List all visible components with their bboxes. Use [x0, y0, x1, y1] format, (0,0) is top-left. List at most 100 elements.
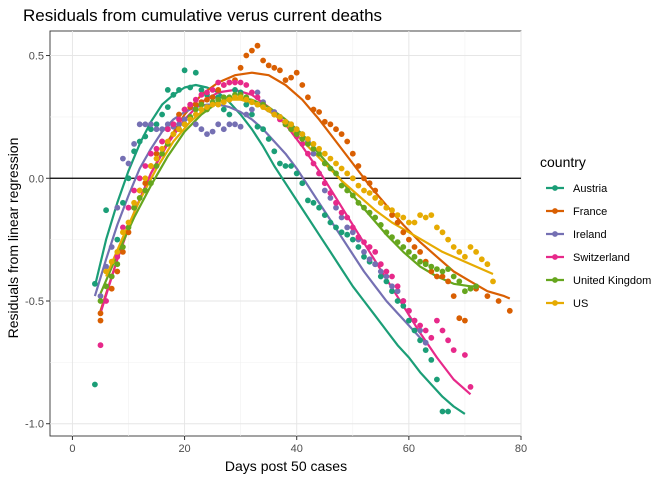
data-point	[316, 170, 322, 177]
data-point	[136, 187, 143, 194]
data-point	[389, 212, 395, 219]
data-point	[344, 224, 351, 231]
data-point	[131, 204, 138, 211]
data-point	[114, 236, 121, 243]
data-point	[153, 155, 160, 162]
data-point	[372, 249, 379, 255]
data-point	[355, 234, 362, 241]
data-point	[333, 170, 339, 177]
data-point	[249, 111, 255, 118]
data-point	[176, 87, 182, 93]
data-point	[478, 256, 485, 263]
data-point	[467, 384, 474, 390]
data-point	[377, 222, 384, 228]
data-point	[271, 148, 278, 155]
data-point	[400, 229, 407, 236]
data-point	[136, 121, 143, 128]
legend-key-point	[552, 231, 558, 237]
data-point	[411, 244, 418, 250]
data-point	[349, 192, 356, 199]
data-point	[220, 126, 227, 133]
data-point	[120, 244, 126, 250]
data-point	[417, 212, 423, 219]
data-point	[293, 126, 300, 133]
data-point	[333, 126, 339, 133]
y-tick-label: -0.5	[25, 296, 44, 308]
data-point	[136, 195, 143, 201]
data-point	[159, 150, 166, 157]
data-point	[181, 67, 188, 74]
data-point	[310, 160, 317, 167]
data-point	[192, 96, 199, 103]
data-point	[114, 261, 121, 268]
data-point	[327, 219, 334, 226]
data-point	[103, 283, 109, 290]
data-point	[383, 204, 390, 211]
data-point	[293, 131, 300, 138]
data-point	[136, 138, 143, 145]
data-point	[192, 111, 199, 118]
data-point	[383, 273, 390, 280]
legend-label: Switzerland	[573, 252, 630, 264]
data-point	[327, 190, 334, 196]
data-point	[249, 99, 255, 106]
data-point	[305, 94, 311, 101]
data-point	[389, 288, 395, 295]
data-point	[321, 212, 328, 219]
data-point	[232, 87, 238, 93]
data-point	[243, 101, 250, 108]
data-point	[310, 199, 317, 206]
y-tick-label: -1.0	[25, 419, 44, 431]
data-point	[377, 273, 384, 280]
data-point	[103, 207, 109, 214]
data-point	[237, 123, 244, 130]
data-point	[372, 195, 379, 201]
data-point	[316, 109, 322, 115]
data-point	[153, 121, 160, 128]
data-point	[310, 141, 317, 147]
legend-item: United Kingdom	[546, 275, 651, 287]
legend-item: Austria	[546, 183, 608, 195]
data-point	[377, 261, 384, 268]
data-point	[277, 160, 283, 167]
smooth-line-austria	[93, 83, 466, 415]
data-point	[243, 111, 250, 118]
data-point	[372, 261, 379, 268]
data-point	[114, 253, 121, 260]
data-point	[484, 261, 491, 268]
legend-label: Ireland	[573, 229, 607, 241]
data-point	[417, 337, 423, 344]
data-point	[114, 204, 121, 211]
grid-lines	[50, 31, 522, 436]
data-point	[422, 327, 429, 334]
data-point	[316, 150, 322, 157]
data-point	[103, 298, 109, 304]
data-point	[411, 327, 418, 334]
data-point	[383, 229, 390, 236]
data-point	[125, 219, 132, 226]
data-point	[148, 180, 154, 187]
data-point	[450, 244, 457, 250]
data-point	[377, 268, 384, 275]
data-point	[366, 180, 373, 187]
data-point	[159, 145, 166, 152]
data-point	[439, 327, 446, 334]
data-point	[120, 155, 126, 162]
data-point	[120, 229, 126, 236]
data-point	[394, 283, 401, 290]
data-point	[394, 219, 401, 226]
data-point	[97, 310, 104, 317]
data-point	[327, 155, 334, 162]
data-point	[220, 99, 227, 106]
data-point	[209, 87, 216, 93]
data-point	[349, 175, 356, 182]
data-point	[265, 106, 272, 113]
data-point	[249, 47, 255, 54]
data-point	[372, 214, 379, 221]
data-point	[361, 175, 367, 182]
data-point	[198, 101, 205, 108]
data-point	[136, 175, 143, 182]
legend-title: country	[540, 154, 586, 170]
data-point	[366, 244, 373, 250]
data-point	[344, 187, 351, 194]
